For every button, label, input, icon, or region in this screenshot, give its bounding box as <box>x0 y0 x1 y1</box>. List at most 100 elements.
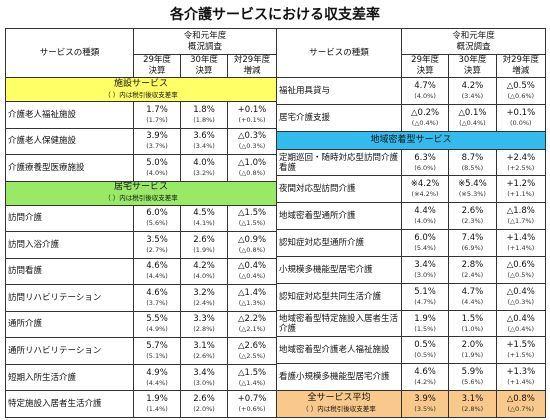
value: 2.8% <box>461 259 484 270</box>
value-cell: △0.9% (△0.8%) <box>226 231 278 259</box>
value-cell: △0.6% (△0.5%) <box>495 255 547 284</box>
value: 1.9% <box>146 394 168 405</box>
after-tax-value: (6.0%) <box>414 163 436 172</box>
column-line: 29年度 <box>411 55 439 66</box>
column-line: 増減 <box>512 66 530 76</box>
value: 4.5% <box>193 208 215 219</box>
value-cell: 3.9% (3.5%) <box>400 390 450 418</box>
service-name: 全サービス平均（ ）内は税引後収支差率 <box>276 390 402 418</box>
survey-line: 概況調査 <box>456 41 491 52</box>
after-tax-value: (3.5%) <box>414 405 436 414</box>
right-table: サービスの種類 令和元年度 概況調査 29年度 決算 30年度 決算 対29年度 増減 福祉用具貸… <box>276 28 547 418</box>
value-cell: △0.5% (△0.6%) <box>495 77 547 105</box>
value-cell: △0.4% (△0.4%) <box>226 257 278 286</box>
after-tax-value: (4.4%) <box>461 297 484 306</box>
data-row: 小規模多機能型居宅介護 3.4% (3.0%) 2.8% (2.4%) △0.6% (△0.… <box>276 255 547 284</box>
value-cell: 3.2% (2.4%) <box>180 284 228 312</box>
after-tax-value: (△0.8%) <box>238 245 266 254</box>
after-tax-value: (8.5%) <box>461 163 484 172</box>
service-name: 通所リハビリテーション <box>5 337 134 365</box>
left-table: サービスの種類 令和元年度 概況調査 29年度 決算 30年度 決算 対29年度 増減 施設サービ… <box>4 28 278 418</box>
after-tax-value: (3.7%) <box>146 142 168 151</box>
after-tax-value: (△2.5%) <box>238 352 266 361</box>
section-note: （ ）内は税引後収支差率 <box>302 405 376 414</box>
value-cell: +1.5% (+1.5%) <box>495 336 547 365</box>
service-name: 訪問入浴介護 <box>5 231 134 259</box>
value-cell: △1.8% (△1.7%) <box>495 202 547 231</box>
section-title: 施設サービス <box>114 78 169 89</box>
value-cell: 4.2% (3.4%) <box>448 77 497 105</box>
column-header: 対29年度 増減 <box>226 54 278 78</box>
value: ※4.2% <box>410 179 440 190</box>
after-tax-value: (0.5%) <box>414 351 436 360</box>
value-cell: 4.7% (4.4%) <box>448 282 497 311</box>
column-line: 対29年度 <box>233 55 271 66</box>
after-tax-value: (2.3%) <box>461 217 484 226</box>
column-line: 増減 <box>243 66 261 76</box>
survey-line: 令和元年度 <box>452 30 495 41</box>
service-name: 地域密着型介護老人福祉施設 <box>276 336 402 365</box>
after-tax-value: (△0.7%) <box>507 405 535 414</box>
header-row: サービスの種類 令和元年度 概況調査 <box>276 28 547 78</box>
value: △0.6% <box>506 259 535 270</box>
value: +1.4% <box>506 233 536 244</box>
value-cell: +0.1% (+0.1%) <box>226 101 278 129</box>
value: 7.4% <box>461 233 484 244</box>
column-header: 30年度 決算 <box>180 54 228 78</box>
value: 4.6% <box>146 287 168 298</box>
after-tax-value: (6.9%) <box>461 244 484 253</box>
service-name: 短期入所生活介護 <box>5 363 134 392</box>
value-cell: 4.9% (4.4%) <box>133 363 181 392</box>
value-cell: +0.7% (+0.6%) <box>226 390 278 418</box>
data-row: 訪問看護 4.6% (4.4%) 4.2% (4.0%) △0.4% (△0.4%) <box>5 257 278 286</box>
value: 1.7% <box>146 104 168 115</box>
data-row: 看護小規模多機能型居宅介護 4.6% (4.2%) 5.9% (5.6%) +1.3% (+… <box>276 363 547 392</box>
survey-header: 令和元年度 概況調査 <box>400 28 547 55</box>
after-tax-value: (3.2%) <box>193 168 215 177</box>
value-cell: △0.8% (△0.7%) <box>495 390 547 418</box>
value: 6.0% <box>414 233 436 244</box>
value-cell: +0.1% (0.0%) <box>495 103 547 132</box>
value: 5.7% <box>146 341 168 352</box>
value: 3.5% <box>146 234 168 245</box>
value-cell: 1.9% (1.5%) <box>400 309 450 338</box>
after-tax-value: (1.9%) <box>193 245 215 254</box>
after-tax-value: (+1.5%) <box>507 351 535 360</box>
after-tax-value: (1.8%) <box>193 115 215 124</box>
data-row: 介護老人保健施設 3.9% (3.7%) 3.6% (3.4%) △0.3% (△0.3%) <box>5 127 278 156</box>
value: +1.5% <box>506 340 536 351</box>
value: 4.7% <box>461 286 484 297</box>
value: △0.4% <box>506 313 535 324</box>
value-cell: 1.7% (1.7%) <box>133 101 181 129</box>
after-tax-value: (4.0%) <box>414 91 436 100</box>
service-name: 夜間対応型訪問介護 <box>276 175 402 204</box>
data-row: 夜間対応型訪問介護 ※4.2% (※4.2%) ※5.4% (※5.3%) +1.2% (+… <box>276 175 547 204</box>
value: △1.8% <box>506 206 535 217</box>
data-row: 居宅介護支援 △0.2% (△0.4%) △0.1% (△0.4%) +0.1% (0.0%… <box>276 103 547 132</box>
after-tax-value: (+1.1%) <box>507 190 535 199</box>
column-line: 決算 <box>148 66 166 76</box>
after-tax-value: (0.0%) <box>510 118 532 127</box>
value-cell: 1.5% (1.0%) <box>448 309 497 338</box>
data-row: 介護療養型医療施設 5.0% (4.0%) 4.0% (3.2%) △1.0% (△0.8%… <box>5 154 278 182</box>
service-name: 定期巡回・随時対応型訪問介護看護 <box>276 148 402 177</box>
after-tax-value: (△0.5%) <box>507 270 535 279</box>
value-cell: 4.7% (4.0%) <box>400 77 450 105</box>
after-tax-value: (5.4%) <box>414 244 436 253</box>
value-cell: △0.3% (△0.3%) <box>226 127 278 156</box>
value: 1.9% <box>414 313 436 324</box>
after-tax-value: (4.4%) <box>146 272 168 281</box>
data-row: 通所リハビリテーション 5.7% (5.1%) 3.1% (2.6%) △2.6% (△2.… <box>5 337 278 365</box>
value: 1.5% <box>461 313 484 324</box>
value: 4.0% <box>193 157 215 168</box>
value: +0.1% <box>237 104 267 115</box>
value: △0.4% <box>506 286 535 297</box>
service-name: 介護老人福祉施設 <box>5 101 134 129</box>
value-cell: △0.2% (△0.4%) <box>400 103 450 132</box>
value-cell: 2.6% (1.9%) <box>180 231 228 259</box>
after-tax-value: (+1.4%) <box>507 244 535 253</box>
column-line: 対29年度 <box>502 55 539 66</box>
value: +0.7% <box>237 394 267 405</box>
service-name: 介護療養型医療施設 <box>5 154 134 182</box>
